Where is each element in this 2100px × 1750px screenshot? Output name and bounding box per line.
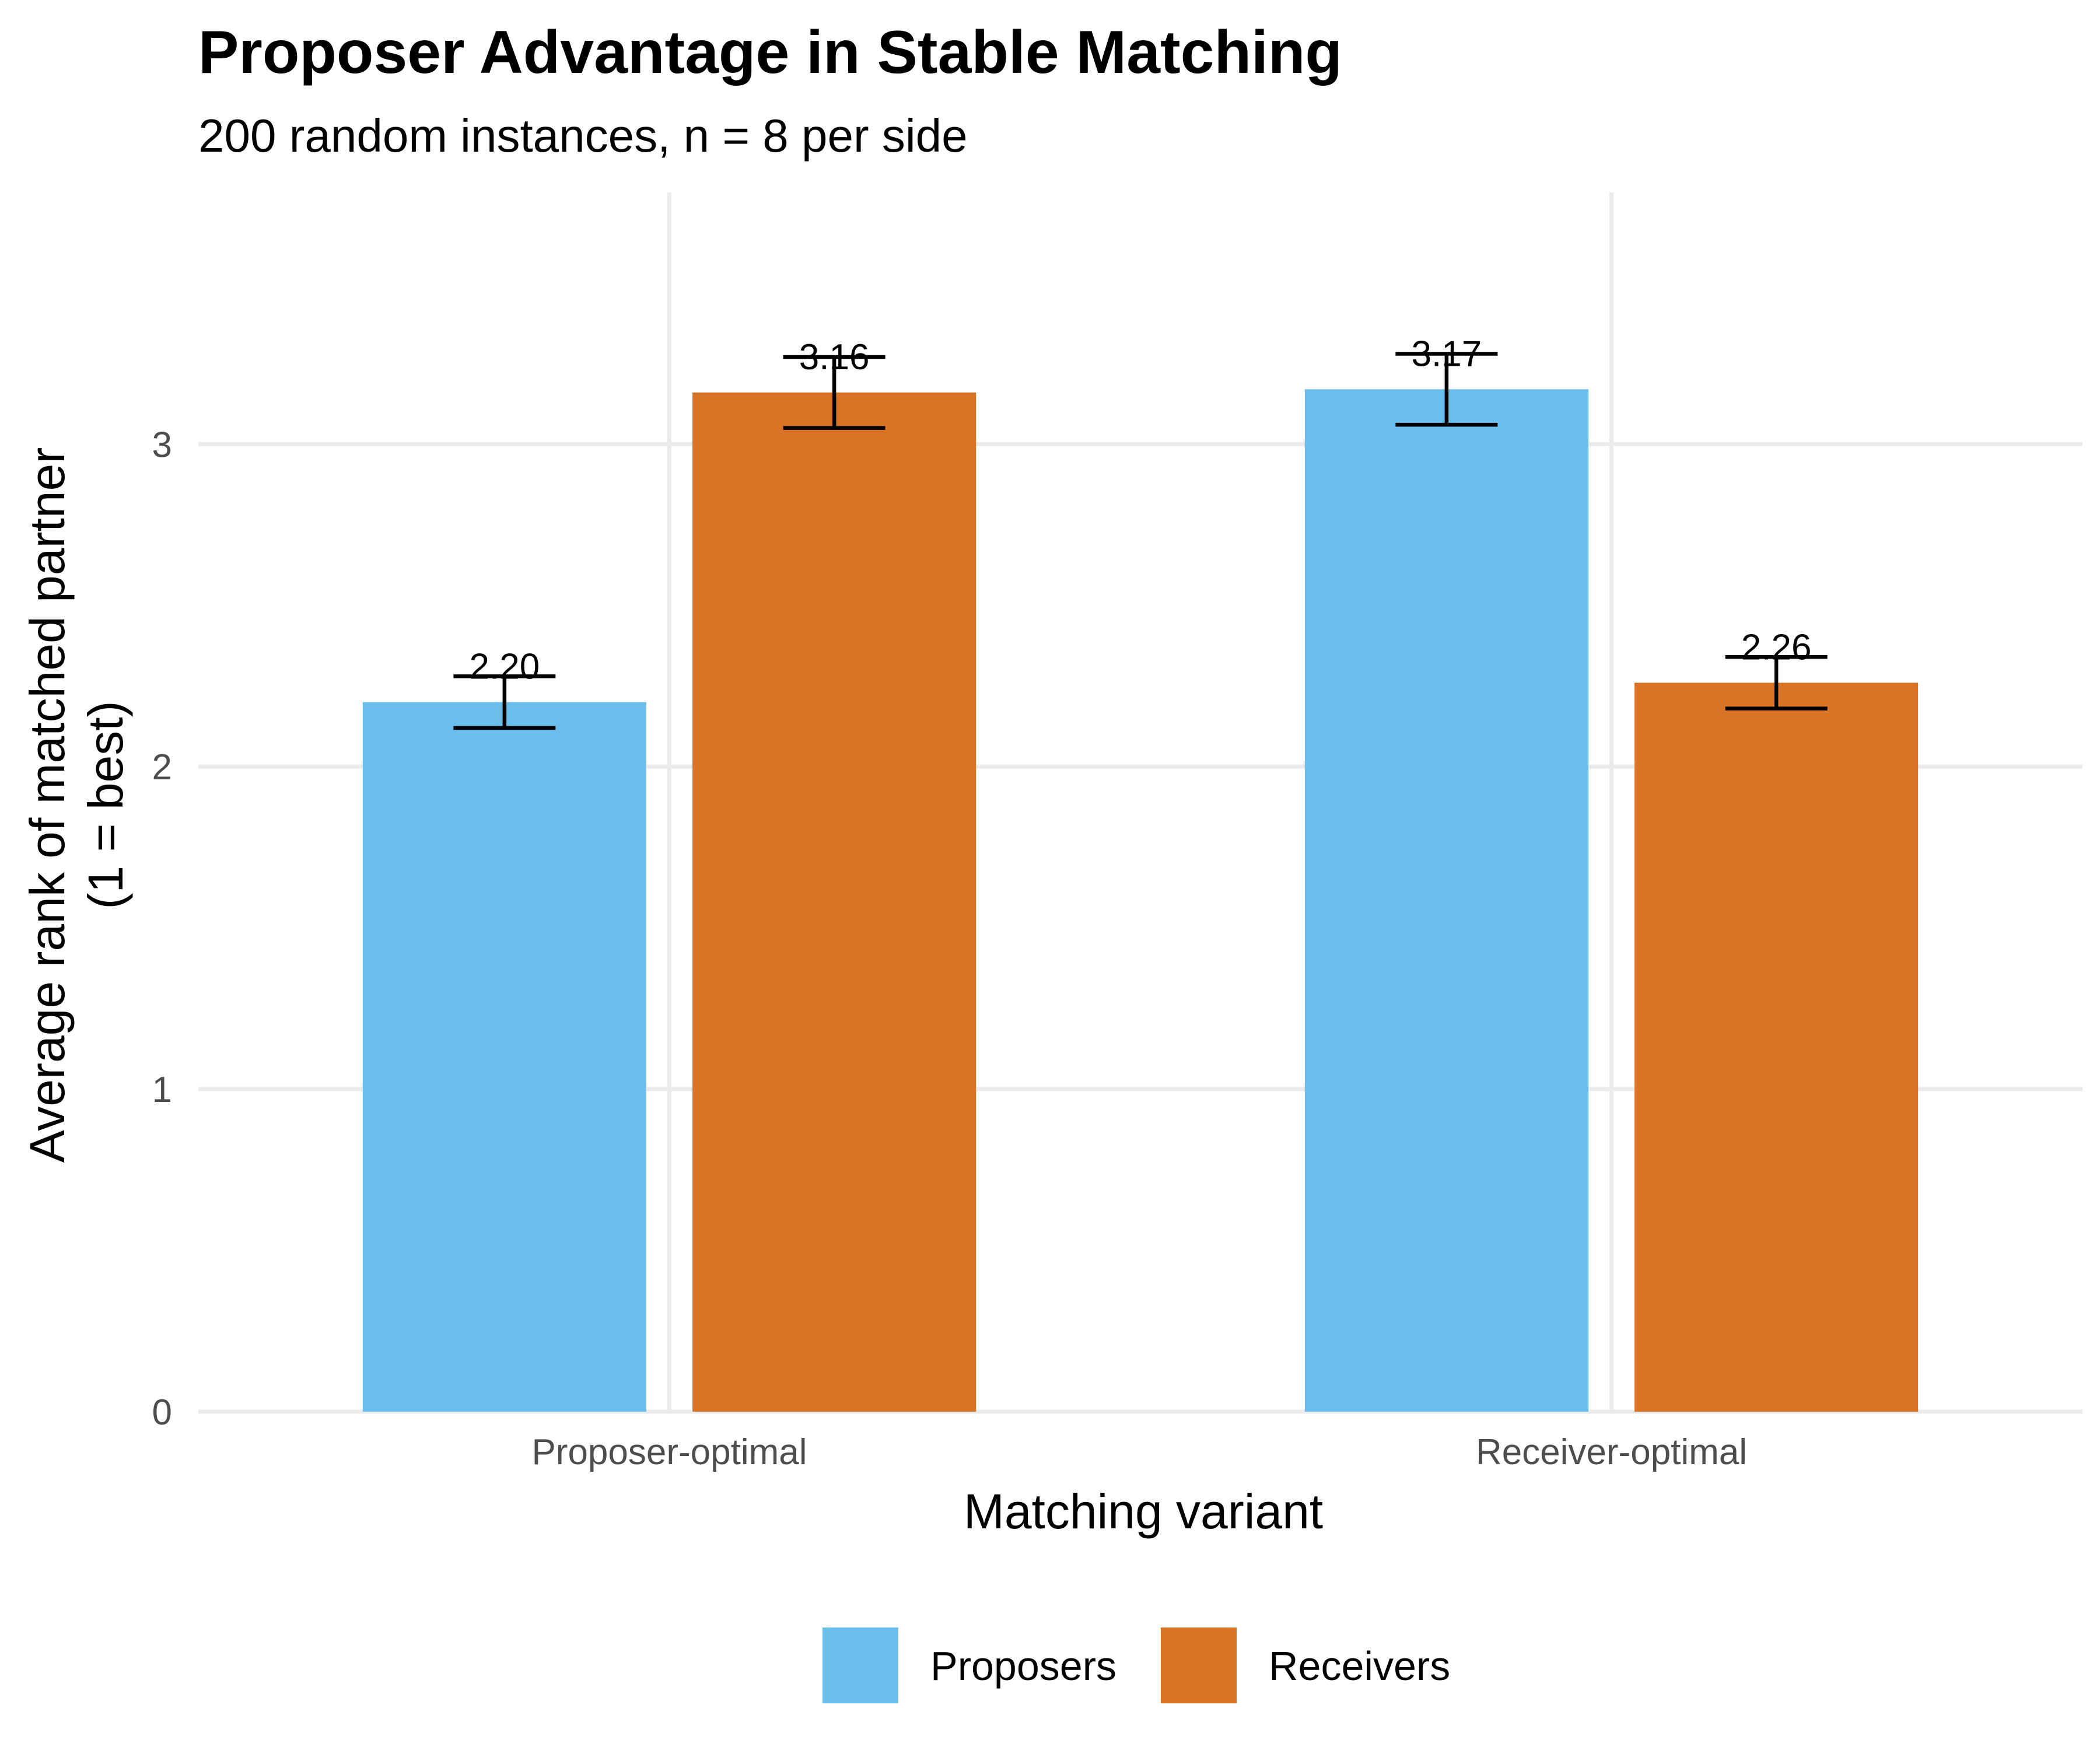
legend-label-receivers: Receivers (1269, 1643, 1450, 1689)
bar-proposers-1 (1304, 389, 1588, 1412)
y-tick-label-0: 0 (152, 1392, 172, 1433)
error-bar-receivers-1 (1725, 654, 1828, 710)
y-tick-labels: 0 1 2 3 (152, 425, 172, 1433)
x-tick-label-1: Receiver-optimal (1476, 1432, 1747, 1472)
y-axis-title-line1: Average rank of matched partner (20, 447, 75, 1163)
x-tick-label-0: Proposer-optimal (531, 1432, 807, 1472)
error-bar-receivers-0 (783, 355, 886, 430)
x-axis-title: Matching variant (964, 1484, 1323, 1539)
legend-label-proposers: Proposers (930, 1643, 1116, 1689)
y-tick-label-2: 2 (152, 747, 172, 788)
bars (362, 389, 1919, 1412)
legend: Proposers Receivers (822, 1628, 1450, 1703)
bar-receivers-0 (692, 392, 977, 1412)
error-bar-proposers-1 (1395, 352, 1498, 427)
value-label-receivers-1: 2.26 (1741, 627, 1812, 667)
error-bar-proposers-0 (453, 674, 556, 730)
value-label-proposers-0: 2.20 (470, 647, 540, 687)
y-tick-label-1: 1 (152, 1070, 172, 1110)
legend-swatch-receivers (1161, 1628, 1237, 1703)
legend-swatch-proposers (822, 1628, 898, 1703)
chart-subtitle: 200 random instances, n = 8 per side (198, 110, 968, 162)
value-labels: 2.20 3.17 3.16 2.26 (470, 334, 1812, 687)
x-tick-labels: Proposer-optimal Receiver-optimal (531, 1432, 1747, 1472)
y-tick-label-3: 3 (152, 425, 172, 465)
vertical-grid (667, 192, 1614, 1412)
bar-proposers-0 (362, 702, 646, 1412)
y-axis-title: Average rank of matched partner (1 = bes… (20, 447, 133, 1163)
y-axis-title-line2: (1 = best) (78, 701, 133, 909)
value-label-receivers-0: 3.16 (799, 337, 870, 377)
chart-title: Proposer Advantage in Stable Matching (198, 19, 1342, 86)
bar-receivers-1 (1634, 682, 1919, 1412)
error-bars (453, 352, 1828, 730)
value-label-proposers-1: 3.17 (1412, 334, 1482, 374)
